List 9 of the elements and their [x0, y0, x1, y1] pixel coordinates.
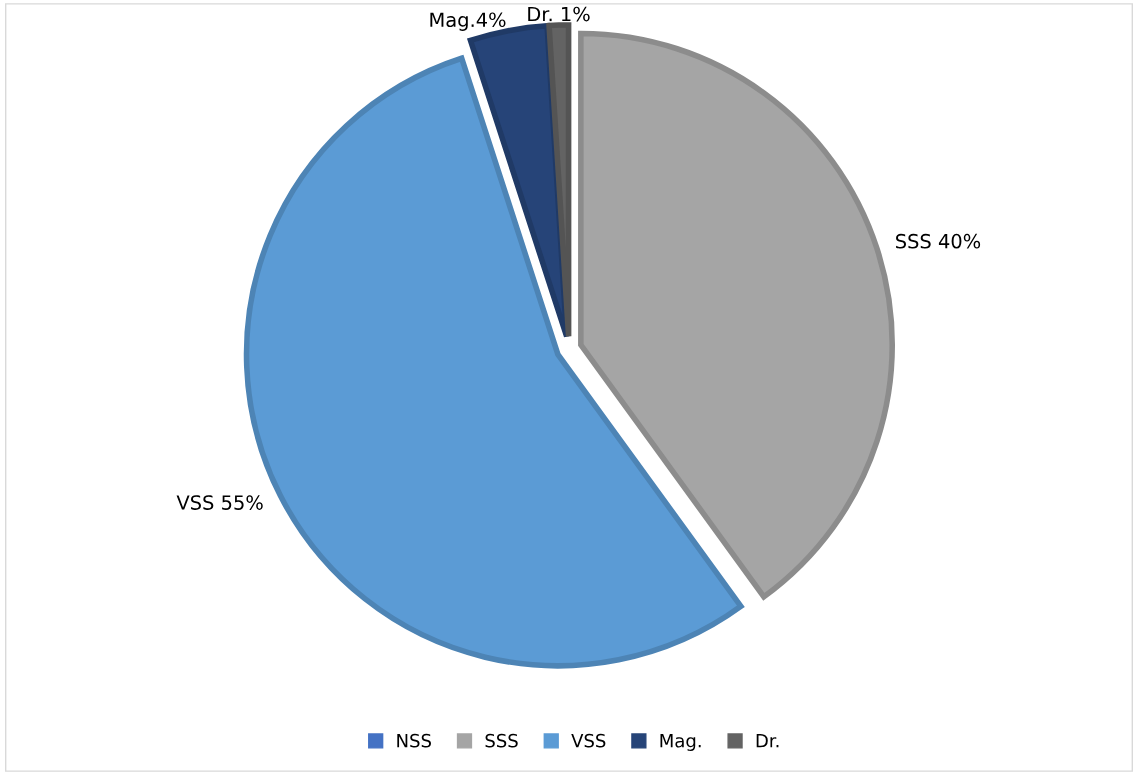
- legend-label: Mag.: [660, 734, 701, 751]
- data-label: VSS 55%: [176, 495, 263, 510]
- data-label: SSS 40%: [896, 233, 981, 249]
- legend-label: NSS: [397, 733, 431, 748]
- legend-label: Dr.: [756, 734, 779, 748]
- data-label: Dr. 1%: [528, 6, 590, 22]
- data-label: Mag.4%: [430, 12, 506, 31]
- legend-label: VSS: [571, 733, 606, 748]
- legend-label: SSS: [485, 733, 518, 748]
